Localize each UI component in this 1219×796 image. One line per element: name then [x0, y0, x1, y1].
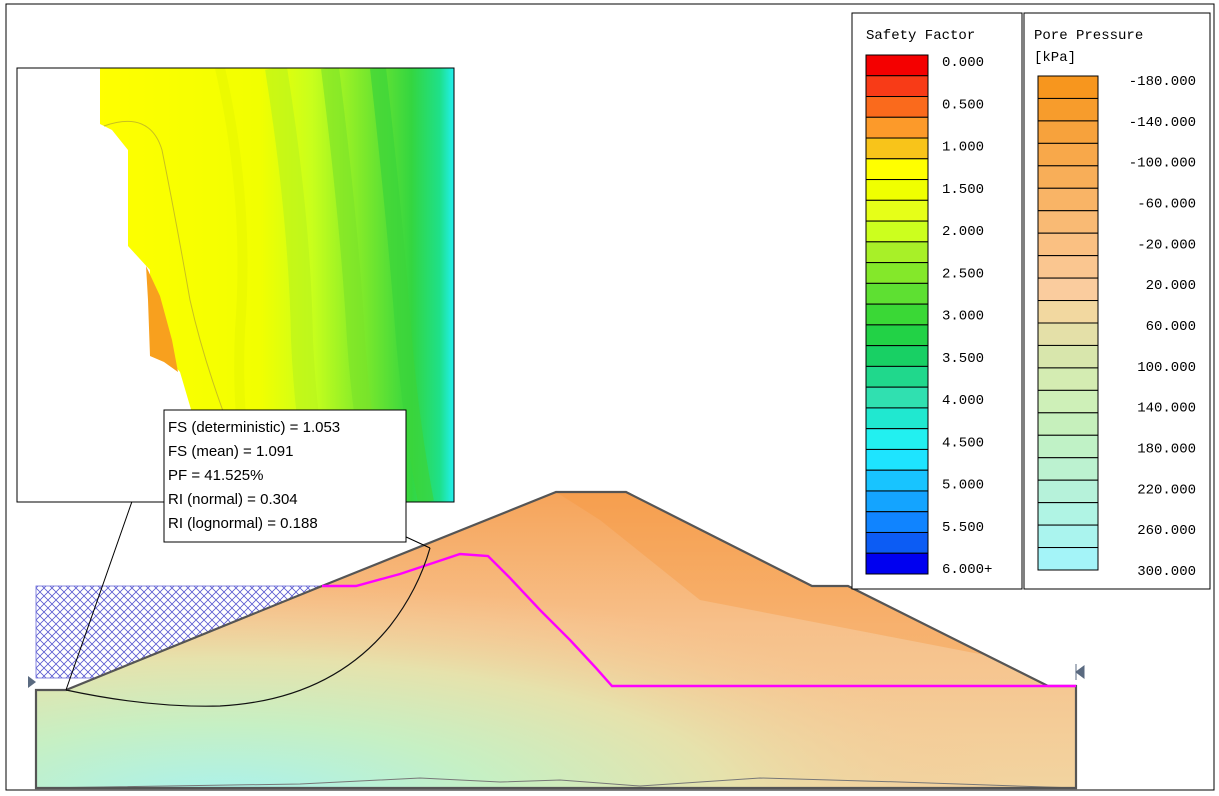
safety-factor-label: 3.500	[942, 351, 984, 367]
safety-factor-swatch	[865, 158, 929, 181]
safety-factor-swatch	[865, 220, 929, 243]
safety-factor-swatch	[865, 511, 929, 533]
fs-deterministic-text: FS (deterministic) = 1.053	[168, 419, 340, 436]
left-boundary-marker	[28, 676, 36, 688]
results-callout: FS (deterministic) = 1.053 FS (mean) = 1…	[163, 409, 407, 543]
pore-pressure-swatch	[1037, 255, 1099, 279]
pore-pressure-swatch	[1037, 142, 1099, 167]
safety-factor-label: 0.000	[942, 55, 984, 71]
safety-factor-swatch	[865, 303, 929, 326]
pore-pressure-label: 180.000	[1137, 442, 1196, 458]
fs-mean-text: FS (mean) = 1.091	[168, 443, 293, 460]
safety-factor-swatches	[865, 54, 929, 575]
pore-pressure-swatch	[1037, 344, 1099, 369]
pore-pressure-label: 140.000	[1137, 401, 1196, 417]
safety-factor-swatch	[865, 386, 929, 409]
safety-factor-label: 6.000+	[942, 562, 992, 578]
pore-pressure-swatch	[1037, 120, 1099, 144]
pore-pressure-label: -140.000	[1129, 115, 1196, 131]
pore-pressure-label: 220.000	[1137, 482, 1196, 498]
ri-normal-text: RI (normal) = 0.304	[168, 491, 298, 508]
safety-factor-label: 3.000	[942, 309, 984, 325]
safety-factor-swatch	[865, 531, 929, 554]
pore-pressure-swatch	[1037, 547, 1099, 571]
pore-pressure-swatch	[1037, 524, 1099, 549]
pore-pressure-swatch	[1037, 277, 1099, 302]
pore-pressure-swatch	[1037, 389, 1099, 414]
safety-factor-swatch	[865, 324, 929, 347]
pore-pressure-label: 300.000	[1137, 564, 1196, 580]
slip-surface	[65, 547, 431, 707]
safety-factor-swatch	[865, 179, 929, 201]
pore-pressure-swatch	[1037, 210, 1099, 234]
safety-factor-swatch	[865, 345, 929, 367]
safety-factor-label: 2.000	[942, 224, 984, 240]
pore-pressure-swatch	[1037, 479, 1099, 504]
safety-factor-label: 1.000	[942, 140, 984, 156]
pore-pressure-swatch	[1037, 322, 1099, 346]
safety-factor-legend: Safety Factor 0.000 0.500 1.000 1.500 2.000 2…	[851, 12, 1023, 590]
safety-factor-label: 5.000	[942, 478, 984, 494]
pore-pressure-swatch	[1037, 97, 1099, 122]
pore-pressure-label: -180.000	[1129, 74, 1196, 90]
safety-factor-label: 0.500	[942, 97, 984, 113]
pore-pressure-swatch	[1037, 434, 1099, 459]
pore-pressure-label: -60.000	[1137, 197, 1196, 213]
pore-pressure-swatch	[1037, 165, 1099, 189]
safety-factor-swatch	[865, 490, 929, 513]
pore-pressure-swatch	[1037, 457, 1099, 481]
safety-factor-title: Safety Factor	[866, 28, 975, 44]
pore-pressure-label: 260.000	[1137, 523, 1196, 539]
right-boundary-marker	[1075, 664, 1085, 680]
pore-pressure-legend: Pore Pressure [kPa] -180.000 -140.000 -100…	[1023, 12, 1211, 590]
safety-factor-swatch	[865, 448, 929, 471]
safety-factor-swatch	[865, 75, 929, 98]
safety-factor-swatch	[865, 407, 929, 430]
pore-pressure-label: 100.000	[1137, 360, 1196, 376]
pf-text: PF = 41.525%	[168, 467, 263, 484]
safety-factor-label: 4.500	[942, 435, 984, 451]
pore-pressure-label: 60.000	[1146, 319, 1196, 335]
safety-factor-label: 5.500	[942, 520, 984, 536]
ri-lognormal-text: RI (lognormal) = 0.188	[168, 515, 318, 532]
water-table-line	[322, 552, 1076, 688]
pore-pressure-swatch	[1037, 367, 1099, 391]
pore-pressure-title: Pore Pressure	[1034, 28, 1143, 44]
pore-pressure-swatch	[1037, 187, 1099, 212]
safety-factor-swatch	[865, 241, 929, 264]
safety-factor-swatch	[865, 469, 929, 492]
pore-pressure-swatch	[1037, 502, 1099, 526]
pore-pressure-swatch	[1037, 75, 1099, 99]
dam-body	[35, 492, 1077, 789]
safety-factor-label: 2.500	[942, 266, 984, 282]
pore-pressure-label: -20.000	[1137, 237, 1196, 253]
safety-factor-label: 1.500	[942, 182, 984, 198]
safety-factor-swatch	[865, 199, 929, 222]
callout-leader-2	[403, 535, 431, 549]
slope-outline	[34, 490, 1078, 790]
safety-factor-labels: 0.000 0.500 1.000 1.500 2.000 2.500 3.000 3.500…	[942, 55, 992, 578]
pore-pressure-swatch	[1037, 232, 1099, 257]
pore-pressure-label: -100.000	[1129, 156, 1196, 172]
pore-pressure-swatch	[1037, 412, 1099, 436]
safety-factor-swatch	[865, 365, 929, 388]
safety-factor-swatch	[865, 262, 929, 284]
safety-factor-swatch	[865, 54, 929, 77]
pore-pressure-label: 20.000	[1146, 278, 1196, 294]
safety-factor-swatch	[865, 552, 929, 575]
safety-factor-swatch	[865, 96, 929, 118]
safety-factor-swatch	[865, 428, 929, 450]
pore-pressure-unit: [kPa]	[1034, 50, 1076, 66]
safety-factor-swatch	[865, 137, 929, 160]
safety-factor-label: 4.000	[942, 393, 984, 409]
pore-pressure-swatches	[1037, 75, 1099, 571]
pore-pressure-swatch	[1037, 300, 1099, 324]
safety-factor-swatch	[865, 116, 929, 139]
safety-factor-swatch	[865, 282, 929, 305]
pore-pressure-labels: -180.000 -140.000 -100.000 -60.000 -20.000 20…	[1129, 74, 1196, 580]
